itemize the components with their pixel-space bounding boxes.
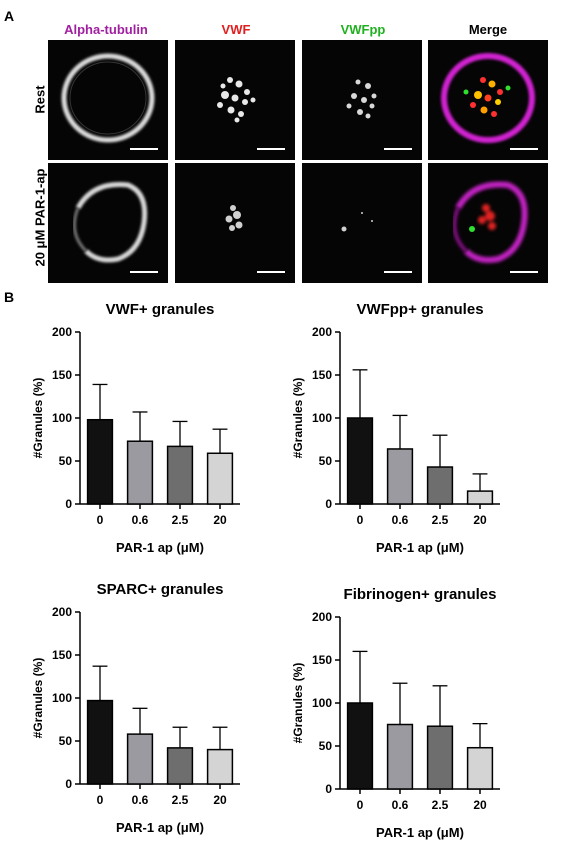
y-tick-label: 0: [65, 777, 72, 791]
column-title-vwfpp: VWFpp: [340, 22, 386, 37]
y-tick-label: 150: [312, 368, 332, 382]
scale-bar: [384, 148, 412, 150]
chart-svg: Fibrinogen+ granules050100150200#Granule…: [291, 586, 500, 840]
scale-bar: [130, 271, 158, 273]
x-tick-label: 0.6: [392, 513, 409, 527]
y-tick-label: 200: [312, 610, 332, 624]
x-axis-label: PAR-1 ap (μM): [376, 540, 464, 555]
y-tick-label: 100: [312, 411, 332, 425]
bar-0: [346, 417, 374, 505]
y-tick-label: 200: [52, 325, 72, 339]
x-tick-label: 0: [357, 513, 364, 527]
x-tick-label: 20: [213, 793, 227, 807]
x-tick-label: 2.5: [172, 793, 189, 807]
bar-20: [206, 748, 234, 785]
scale-bar: [510, 271, 538, 273]
x-tick-label: 2.5: [432, 513, 449, 527]
y-tick-label: 100: [52, 411, 72, 425]
y-tick-label: 50: [59, 454, 73, 468]
column-title-vwf: VWF: [221, 22, 251, 37]
bar-0.6: [126, 440, 154, 505]
bar-20: [206, 452, 234, 505]
chart-title: SPARC+ granules: [97, 581, 224, 598]
bar-0.6: [386, 448, 414, 505]
chart-title: VWFpp+ granules: [356, 301, 483, 318]
x-axis-label: PAR-1 ap (μM): [116, 540, 204, 555]
x-tick-label: 20: [473, 798, 487, 812]
y-tick-label: 50: [59, 734, 73, 748]
x-tick-label: 2.5: [172, 513, 189, 527]
bar-0.6: [386, 723, 414, 790]
micrograph-par1-merge: [428, 163, 548, 283]
bar-0.6: [126, 733, 154, 785]
x-tick-label: 0: [97, 513, 104, 527]
y-axis-label: #Granules (%): [31, 658, 45, 739]
chart-vwfpp-granules: VWFpp+ granules 0 50 100 150 200 #Granules (%)…: [280, 290, 550, 560]
micrograph-par1-vwfpp: [302, 163, 422, 283]
y-tick-label: 200: [312, 325, 332, 339]
column-title-alpha-tubulin: Alpha-tubulin: [64, 22, 148, 37]
y-tick-label: 0: [65, 497, 72, 511]
micrograph-rest-vwfpp: [302, 40, 422, 160]
micrograph-rest-merge: [428, 40, 548, 160]
chart-sparc-granules: SPARC+ granules 0 50 100 150 200 #Granules (%)…: [20, 570, 290, 840]
y-tick-label: 50: [319, 454, 333, 468]
y-tick-label: 150: [52, 648, 72, 662]
x-tick-label: 2.5: [432, 798, 449, 812]
column-title-merge: Merge: [468, 22, 508, 37]
y-tick-label: 0: [325, 497, 332, 511]
panel-b-letter: B: [4, 289, 15, 305]
y-tick-label: 100: [312, 696, 332, 710]
bar-2.5: [166, 445, 194, 505]
chart-title: VWF+ granules: [106, 301, 215, 318]
bar-20: [466, 746, 494, 790]
scale-bar: [130, 148, 158, 150]
micrograph-rest-alpha-tubulin: [48, 40, 168, 160]
x-tick-label: 0.6: [392, 798, 409, 812]
scale-bar: [384, 271, 412, 273]
y-tick-label: 200: [52, 605, 72, 619]
bar-0: [346, 702, 374, 790]
y-axis-label: #Granules (%): [31, 378, 45, 459]
bar-0: [86, 699, 114, 785]
x-axis-label: PAR-1 ap (μM): [116, 820, 204, 835]
scale-bar: [257, 271, 285, 273]
chart-title: Fibrinogen+ granules: [344, 586, 497, 603]
bar-20: [466, 490, 494, 505]
micrograph-rest-vwf: [175, 40, 295, 160]
x-tick-label: 20: [473, 513, 487, 527]
x-axis-label: PAR-1 ap (μM): [376, 825, 464, 840]
panel-a-letter: A: [4, 8, 15, 24]
bar-2.5: [426, 466, 454, 505]
bar-0: [86, 418, 114, 505]
chart-fibrinogen-granules: Fibrinogen+ granules 0 50 100 150 200 #Granule…: [280, 575, 550, 845]
x-tick-label: 0.6: [132, 513, 149, 527]
chart-vwf-granules: VWF+ granules 0 50 100 150 200 #Granules (%) 0 0…: [20, 290, 290, 560]
chart-svg: VWF+ granules 0 50 100 150 200 #Granules (%) 0 0…: [31, 301, 240, 555]
scale-bar: [257, 148, 285, 150]
y-tick-label: 50: [319, 739, 333, 753]
x-tick-label: 20: [213, 513, 227, 527]
y-axis-label: #Granules (%): [291, 663, 305, 744]
x-tick-label: 0: [97, 793, 104, 807]
y-tick-label: 150: [312, 653, 332, 667]
x-tick-label: 0.6: [132, 793, 149, 807]
row-title-par1: 20 μM PAR-1-ap: [32, 168, 48, 267]
x-tick-label: 0: [357, 798, 364, 812]
y-tick-label: 100: [52, 691, 72, 705]
y-axis-label: #Granules (%): [291, 378, 305, 459]
bar-2.5: [426, 725, 454, 790]
bar-2.5: [166, 747, 194, 785]
scale-bar: [510, 148, 538, 150]
y-tick-label: 0: [325, 782, 332, 796]
micrograph-par1-alpha-tubulin: [48, 163, 168, 283]
y-tick-label: 150: [52, 368, 72, 382]
micrograph-par1-vwf: [175, 163, 295, 283]
